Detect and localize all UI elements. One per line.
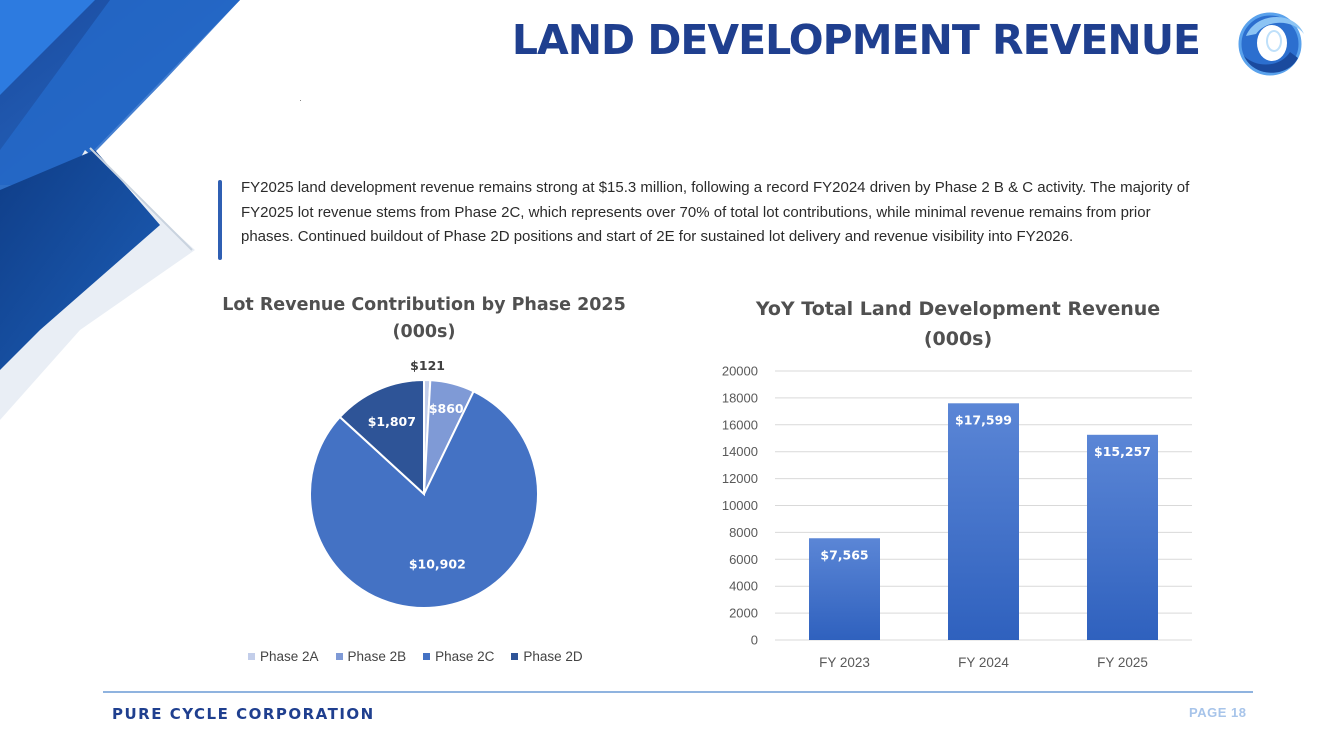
page-number: PAGE 18	[1189, 705, 1247, 720]
pie-title-line-2: (000s)	[392, 322, 456, 342]
bar-data-label: $15,257	[1094, 444, 1151, 459]
bar-fy-2024	[948, 403, 1019, 640]
pie-legend: Phase 2A Phase 2B Phase 2C Phase 2D	[248, 649, 583, 664]
bar-title-line-1: YoY Total Land Development Revenue	[755, 298, 1161, 320]
pie-chart-title: Lot Revenue Contribution by Phase 2025 (…	[222, 292, 626, 346]
legend-swatch	[511, 653, 519, 660]
y-tick-label: 14000	[722, 444, 758, 459]
legend-label: Phase 2B	[347, 649, 407, 664]
y-tick-label: 8000	[729, 525, 758, 540]
company-logo-icon	[1238, 12, 1304, 76]
x-tick-label: FY 2024	[958, 655, 1009, 670]
y-tick-label: 18000	[722, 390, 758, 405]
pie-slice-phase-2c	[309, 390, 539, 609]
bar-chart: 0 2000 4000 6000 8000 10000 12000 14000 16000 180…	[722, 364, 1192, 670]
quote-bar	[218, 180, 222, 260]
legend-label: Phase 2D	[523, 649, 583, 664]
pie-slice-phase-2d	[338, 378, 425, 497]
pie-data-label: $860	[429, 401, 464, 416]
y-tick-label: 4000	[729, 579, 758, 594]
y-tick-label: 20000	[722, 364, 758, 379]
legend-item-phase-2a: Phase 2A	[248, 649, 319, 664]
bar-chart-title: YoY Total Land Development Revenue (000s…	[728, 294, 1188, 354]
bar-fy-2023	[809, 538, 880, 640]
legend-label: Phase 2C	[435, 649, 495, 664]
legend-swatch	[423, 653, 431, 660]
y-tick-label: 2000	[729, 606, 758, 621]
pie-data-label: $10,902	[409, 556, 466, 571]
bar-data-label: $7,565	[820, 547, 868, 562]
legend-swatch	[248, 653, 255, 660]
pie-data-label: $121	[410, 358, 445, 373]
y-tick-label: 6000	[729, 552, 758, 567]
summary-text: FY2025 land development revenue remains …	[241, 179, 1190, 245]
corner-decoration	[0, 0, 240, 420]
pie-title-line-1: Lot Revenue Contribution by Phase 2025	[222, 295, 626, 315]
bar-data-label: $17,599	[955, 412, 1012, 427]
footer-company-name: PURE CYCLE CORPORATION	[112, 705, 375, 723]
legend-label: Phase 2A	[260, 649, 319, 664]
legend-item-phase-2b: Phase 2B	[335, 649, 407, 664]
bar-fy-2025	[1087, 434, 1158, 640]
pie-data-label: $1,807	[368, 414, 416, 429]
y-tick-label: 16000	[722, 417, 758, 432]
stray-dot	[300, 100, 301, 101]
pie-chart: $121 $860 $10,902 $1,807	[309, 358, 539, 609]
footer-divider	[103, 691, 1253, 693]
legend-item-phase-2d: Phase 2D	[511, 649, 583, 664]
y-tick-label: 10000	[722, 498, 758, 513]
legend-swatch	[335, 653, 343, 660]
x-tick-label: FY 2023	[819, 655, 870, 670]
legend-item-phase-2c: Phase 2C	[423, 649, 494, 664]
x-tick-label: FY 2025	[1097, 655, 1148, 670]
y-tick-label: 12000	[722, 471, 758, 486]
y-tick-label: 0	[751, 633, 758, 648]
page-title: LAND DEVELOPMENT REVENUE	[511, 16, 1201, 64]
bar-title-line-2: (000s)	[923, 328, 993, 350]
